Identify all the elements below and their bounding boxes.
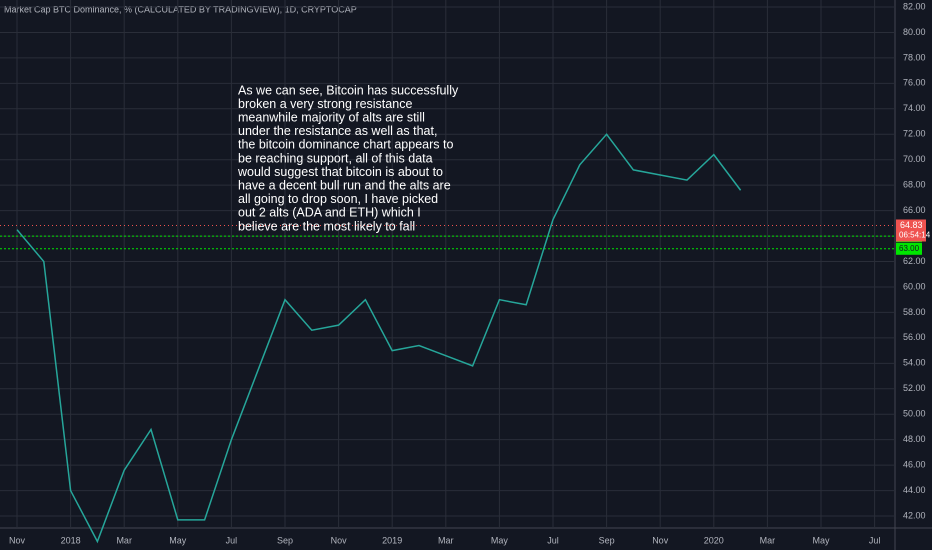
- level-tag: [896, 242, 922, 255]
- y-tick-label: 48.00: [903, 434, 926, 444]
- x-tick-label: Nov: [331, 535, 348, 545]
- annotation-line: As we can see, Bitcoin has successfully: [238, 83, 459, 97]
- y-tick-label: 76.00: [903, 78, 926, 88]
- y-tick-label: 58.00: [903, 307, 926, 317]
- y-tick-label: 62.00: [903, 256, 926, 266]
- annotation-line: meanwhile majority of alts are still: [238, 110, 425, 124]
- annotation-line: the bitcoin dominance chart appears to: [238, 138, 453, 152]
- x-tick-label: Nov: [652, 535, 669, 545]
- y-tick-label: 74.00: [903, 103, 926, 113]
- y-tick-label: 44.00: [903, 485, 926, 495]
- annotation-line: believe are the most likely to fall: [238, 219, 415, 233]
- last-price-tag: [896, 219, 926, 242]
- y-tick-label: 78.00: [903, 52, 926, 62]
- x-tick-label: Mar: [438, 535, 454, 545]
- y-tick-label: 68.00: [903, 180, 926, 190]
- x-tick-label: May: [169, 535, 187, 545]
- x-tick-label: Sep: [599, 535, 615, 545]
- y-tick-label: 42.00: [903, 510, 926, 520]
- y-tick-label: 72.00: [903, 129, 926, 139]
- y-tick-label: 54.00: [903, 358, 926, 368]
- x-tick-label: Jul: [547, 535, 559, 545]
- y-tick-label: 80.00: [903, 27, 926, 37]
- y-tick-label: 66.00: [903, 205, 926, 215]
- annotation-line: be reaching support, all of this data: [238, 151, 433, 165]
- annotation-line: out 2 alts (ADA and ETH) which I: [238, 206, 421, 220]
- y-tick-label: 70.00: [903, 154, 926, 164]
- x-tick-label: 2019: [382, 535, 402, 545]
- level-label: 63.00: [899, 244, 920, 253]
- x-tick-label: May: [812, 535, 830, 545]
- y-tick-label: 52.00: [903, 383, 926, 393]
- y-tick-label: 50.00: [903, 409, 926, 419]
- price-line: [16, 133, 742, 544]
- x-tick-label: Jul: [869, 535, 881, 545]
- x-tick-label: Nov: [9, 535, 26, 545]
- x-tick-label: 2020: [704, 535, 724, 545]
- annotation-line: broken a very strong resistance: [238, 97, 412, 111]
- x-tick-label: Jul: [226, 535, 238, 545]
- annotation-line: would suggest that bitcoin is about to: [237, 165, 443, 179]
- x-tick-label: 2018: [61, 535, 81, 545]
- y-tick-label: 46.00: [903, 460, 926, 470]
- x-tick-label: Mar: [116, 535, 132, 545]
- y-tick-label: 60.00: [903, 281, 926, 291]
- x-tick-label: Mar: [760, 535, 776, 545]
- chart-title: Market Cap BTC Dominance, % (CALCULATED …: [4, 4, 357, 14]
- annotation-line: have a decent bull run and the alts are: [238, 178, 451, 192]
- x-tick-label: Sep: [277, 535, 293, 545]
- y-tick-label: 56.00: [903, 332, 926, 342]
- last-price-label: 64.83: [900, 220, 923, 230]
- x-tick-label: May: [491, 535, 509, 545]
- countdown: 06:54:14: [899, 231, 931, 240]
- y-tick-label: 82.00: [903, 1, 926, 11]
- annotation-line: all going to drop soon, I have picked: [238, 192, 438, 206]
- annotation-line: under the resistance as well as that,: [238, 124, 437, 138]
